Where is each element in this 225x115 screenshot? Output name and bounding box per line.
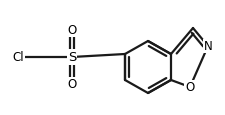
- Text: N: N: [204, 40, 212, 53]
- Text: Cl: Cl: [12, 51, 24, 64]
- Text: O: O: [185, 81, 195, 94]
- Text: O: O: [67, 78, 77, 91]
- Text: S: S: [68, 51, 76, 64]
- Text: O: O: [67, 24, 77, 37]
